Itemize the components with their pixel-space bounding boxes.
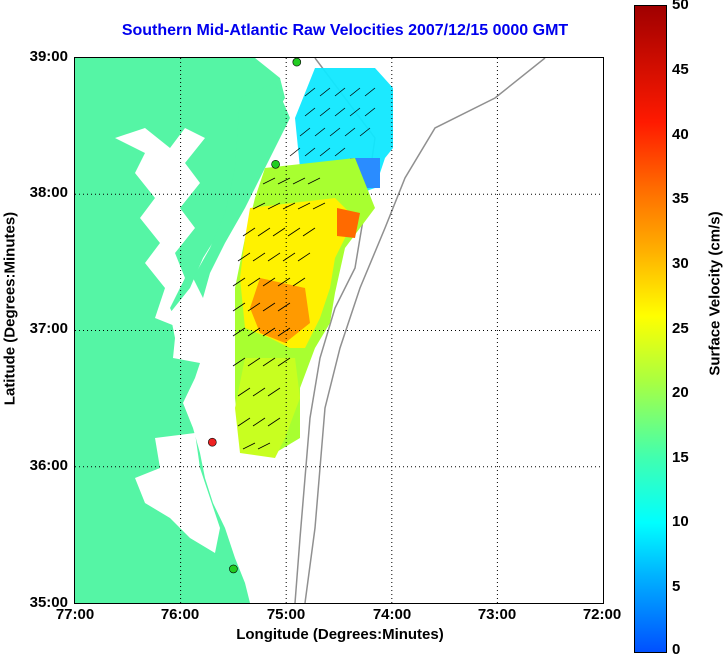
colorbar-tick-label: 45 — [672, 61, 689, 78]
x-tick-label: 72:00 — [582, 606, 622, 623]
chesapeake-bay — [115, 128, 205, 328]
colorbar-tick-label: 15 — [672, 449, 689, 466]
colorbar-tick-label: 30 — [672, 255, 689, 272]
colorbar-tick-label: 20 — [672, 384, 689, 401]
x-tick-label: 76:00 — [160, 606, 200, 623]
colorbar-tick-label: 35 — [672, 190, 689, 207]
velocity-field-orange-patch — [337, 208, 360, 238]
y-tick-label: 39:00 — [29, 48, 68, 65]
velocity-vectors — [232, 87, 376, 450]
plot-title: Southern Mid-Atlantic Raw Velocities 200… — [121, 22, 569, 39]
station-mid — [271, 160, 280, 169]
map-svg — [75, 58, 603, 603]
x-tick-label: 77:00 — [55, 606, 95, 623]
y-tick-label: 37:00 — [29, 320, 68, 337]
pamlico-sound — [135, 433, 220, 553]
colorbar-tick-label: 0 — [672, 641, 681, 658]
colorbar-tick-label: 50 — [672, 0, 689, 13]
colorbar-title: Surface Velocity (cm/s) — [706, 211, 724, 376]
colorbar-tick-label: 5 — [672, 578, 681, 595]
x-tick-label: 73:00 — [477, 606, 517, 623]
y-axis-title: Latitude (Degrees:Minutes) — [1, 211, 19, 406]
colorbar — [634, 5, 667, 653]
x-tick-label: 74:00 — [372, 606, 412, 623]
colorbar-tick-label: 10 — [672, 513, 689, 530]
station-hatteras-south — [229, 564, 238, 574]
x-tick-label: 75:00 — [266, 606, 306, 623]
colorbar-tick-label: 40 — [672, 126, 689, 143]
delmarva-peninsula — [193, 83, 290, 298]
y-tick-label: 36:00 — [29, 457, 68, 474]
station-hatteras-north — [208, 437, 217, 447]
y-tick-label: 38:00 — [29, 184, 68, 201]
map-panel — [74, 57, 604, 604]
x-axis-title: Longitude (Degrees:Minutes) — [236, 626, 444, 643]
velocity-field-orange — [250, 278, 310, 343]
stations-layer — [208, 58, 302, 574]
velocity-field-south — [235, 358, 300, 458]
y-tick-label: 35:00 — [29, 594, 68, 611]
colorbar-tick-label: 25 — [672, 320, 689, 337]
station-north — [292, 58, 302, 67]
bathymetry-contour-outer — [304, 58, 546, 603]
map-grid — [75, 58, 603, 603]
